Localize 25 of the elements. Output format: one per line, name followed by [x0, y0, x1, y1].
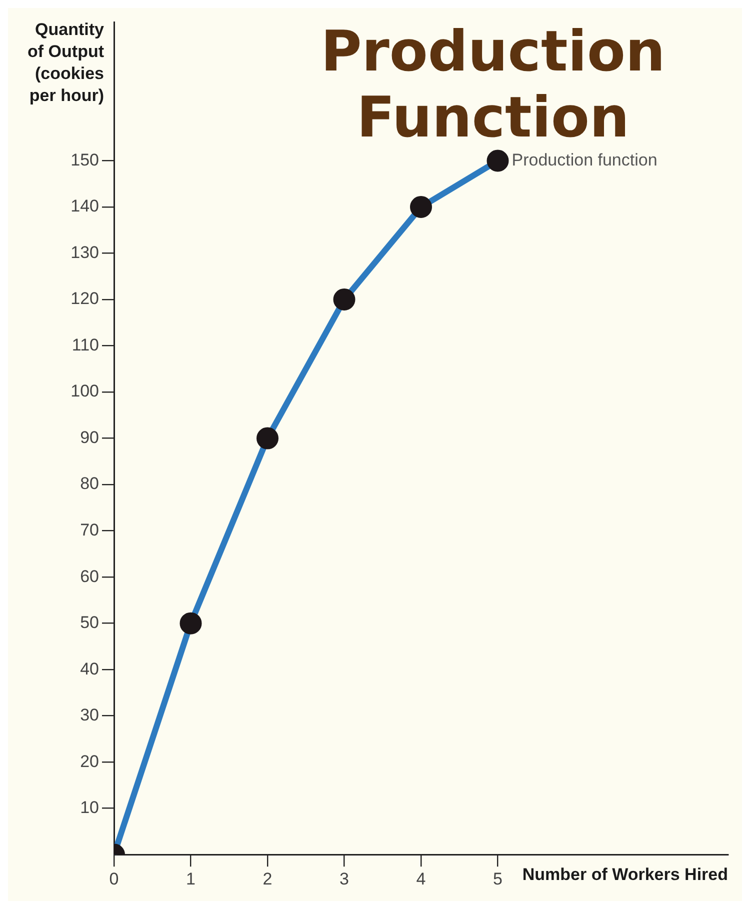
y-tick-label: 30	[80, 706, 99, 725]
x-tick-label: 0	[109, 869, 119, 888]
y-axis-title: Quantity of Output (cookies per hour)	[28, 20, 105, 106]
y-tick-label: 140	[70, 196, 99, 216]
y-tick-label: 150	[70, 150, 99, 170]
y-tick-label: 70	[80, 520, 99, 540]
x-tick-label: 4	[416, 869, 426, 888]
y-tick-label: 90	[80, 428, 99, 447]
x-axis-title: Number of Workers Hired	[522, 864, 728, 884]
y-tick-label: 40	[80, 659, 99, 678]
y-tick-label: 10	[80, 798, 99, 818]
y-tick-label: 20	[80, 752, 99, 771]
y-tick-label: 120	[70, 289, 99, 308]
x-tick-label: 1	[186, 869, 196, 888]
annotation: Production function	[512, 150, 658, 170]
x-tick-label: 2	[262, 869, 272, 888]
text: Production Function	[320, 20, 666, 151]
y-tick-label: 110	[72, 335, 99, 354]
y-tick-label: 80	[80, 474, 99, 494]
y-tick-label: 50	[80, 613, 99, 632]
x-tick-label: 3	[340, 869, 349, 888]
x-tick-label: 5	[493, 869, 502, 888]
y-tick-label: 100	[70, 382, 99, 401]
y-tick-label: 60	[80, 566, 99, 586]
y-tick-label: 130	[70, 242, 99, 262]
